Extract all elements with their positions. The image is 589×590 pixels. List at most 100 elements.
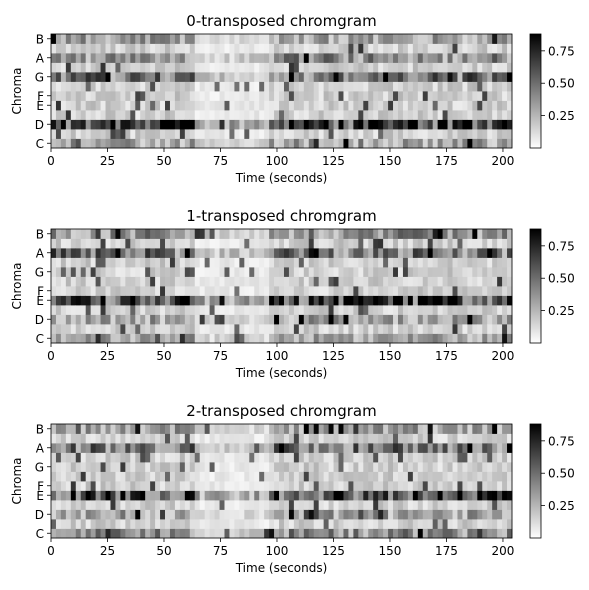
heatmap-cell	[244, 53, 250, 63]
y-tick-label: F	[37, 284, 44, 298]
heatmap-cell	[323, 286, 329, 296]
heatmap-cell	[422, 62, 429, 73]
heatmap-cell	[85, 248, 92, 258]
heatmap-cell	[224, 72, 230, 82]
heatmap-cell	[427, 490, 434, 501]
heatmap-cell	[323, 34, 329, 44]
heatmap-cell	[145, 424, 151, 434]
heatmap-cell	[487, 257, 493, 268]
heatmap-cell	[115, 248, 121, 258]
heatmap-cell	[412, 324, 419, 334]
heatmap-cell	[383, 43, 389, 54]
heatmap-cell	[110, 257, 116, 268]
heatmap-cell	[229, 433, 235, 444]
heatmap-cell	[269, 314, 275, 325]
heatmap-cell	[219, 72, 225, 82]
heatmap-cell	[283, 257, 290, 268]
heatmap-cell	[85, 138, 92, 149]
y-tick-label: E	[36, 489, 44, 503]
heatmap-cell	[283, 129, 290, 139]
heatmap-cell	[407, 110, 414, 120]
heatmap-cell	[264, 34, 270, 44]
heatmap-cell	[288, 286, 295, 296]
heatmap-cell	[169, 443, 176, 453]
heatmap-cell	[145, 519, 151, 529]
heatmap-cell	[422, 110, 429, 120]
heatmap-cell	[110, 129, 116, 139]
heatmap-cell	[462, 452, 468, 463]
heatmap-cell	[482, 53, 488, 63]
heatmap-cell	[283, 443, 290, 453]
heatmap-cell	[393, 276, 399, 287]
heatmap-cell	[298, 452, 305, 463]
heatmap-cell	[407, 276, 414, 287]
heatmap-cell	[165, 424, 171, 434]
heatmap-cell	[160, 119, 166, 130]
heatmap-cell	[323, 324, 329, 334]
heatmap-cell	[145, 295, 151, 306]
heatmap-cell	[179, 433, 186, 444]
heatmap-cell	[397, 276, 404, 287]
x-tick-label: 75	[213, 154, 228, 168]
heatmap-cell	[135, 509, 141, 520]
heatmap-cell	[214, 267, 220, 277]
heatmap-cell	[373, 34, 379, 44]
heatmap-cell	[100, 100, 106, 111]
heatmap-cell	[462, 528, 468, 539]
heatmap-cell	[169, 314, 176, 325]
heatmap-cell	[447, 276, 453, 287]
heatmap-cell	[214, 53, 220, 63]
heatmap-cell	[244, 528, 250, 539]
heatmap-cell	[447, 72, 453, 82]
heatmap-cell	[397, 62, 404, 73]
heatmap-cell	[234, 81, 240, 92]
heatmap-cell	[174, 509, 181, 520]
heatmap-cell	[219, 462, 225, 472]
heatmap-cell	[328, 81, 334, 92]
heatmap-cell	[209, 314, 215, 325]
heatmap-cell	[199, 528, 206, 539]
heatmap-cell	[288, 34, 295, 44]
heatmap-cell	[125, 528, 131, 539]
heatmap-cell	[229, 481, 235, 491]
heatmap-cell	[427, 443, 434, 453]
heatmap-cell	[293, 286, 300, 296]
heatmap-cell	[353, 324, 359, 334]
heatmap-cell	[239, 129, 245, 139]
heatmap-cell	[472, 500, 478, 510]
heatmap-cell	[110, 62, 116, 73]
heatmap-cell	[497, 443, 503, 453]
heatmap-cell	[115, 119, 121, 130]
heatmap-cell	[353, 53, 359, 63]
heatmap-cell	[254, 500, 260, 510]
heatmap-cell	[432, 62, 439, 73]
heatmap-cell	[383, 34, 389, 44]
heatmap-cell	[407, 248, 414, 258]
heatmap-cell	[363, 248, 369, 258]
heatmap-cell	[393, 305, 399, 315]
heatmap-cell	[368, 443, 374, 453]
heatmap-cell	[135, 443, 141, 453]
heatmap-cell	[249, 110, 255, 120]
heatmap-cell	[259, 528, 265, 539]
heatmap-cell	[467, 62, 473, 73]
heatmap-cell	[214, 433, 220, 444]
heatmap-cell	[269, 34, 275, 44]
heatmap-cell	[244, 324, 250, 334]
heatmap-cell	[482, 528, 488, 539]
heatmap-cell	[308, 481, 315, 491]
heatmap-cell	[130, 53, 136, 63]
heatmap-cell	[482, 305, 488, 315]
heatmap-cell	[293, 257, 300, 268]
heatmap-cell	[125, 424, 131, 434]
heatmap-cell	[219, 43, 225, 54]
heatmap-cell	[194, 462, 201, 472]
heatmap-cell	[204, 129, 211, 139]
heatmap-cell	[174, 452, 181, 463]
heatmap-cell	[442, 500, 448, 510]
heatmap-cell	[244, 471, 250, 482]
heatmap-cell	[209, 452, 215, 463]
heatmap-cell	[279, 509, 285, 520]
heatmap-cell	[160, 500, 166, 510]
heatmap-cell	[234, 481, 240, 491]
